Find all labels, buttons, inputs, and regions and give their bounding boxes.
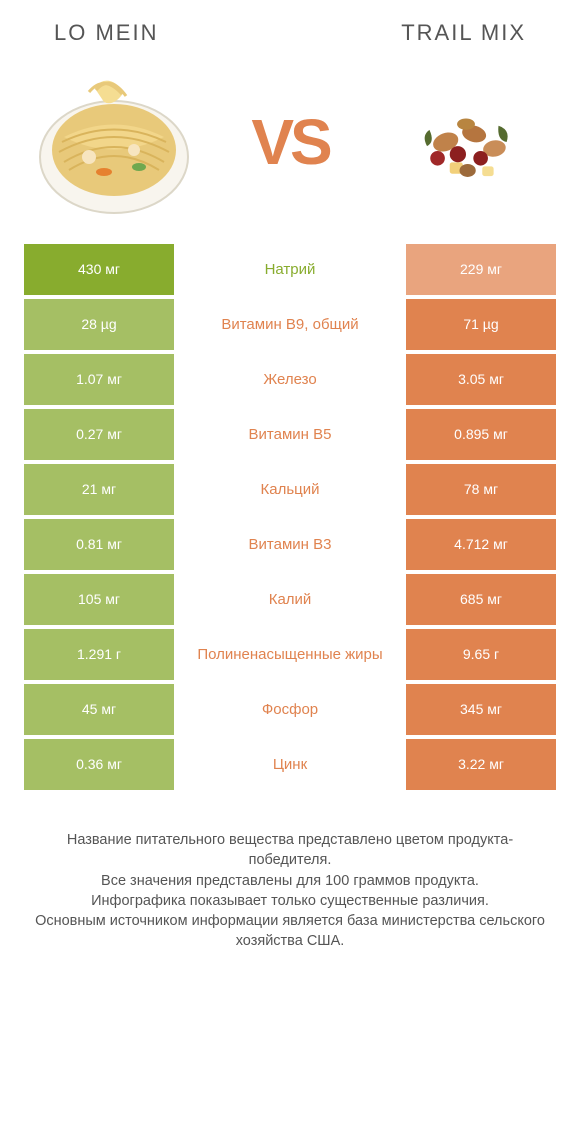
vs-label: VS [251,105,328,179]
footer-line: Инфографика показывает только существенн… [34,891,546,911]
left-value-cell: 28 µg [24,299,174,350]
left-value-cell: 21 мг [24,464,174,515]
table-row: 1.291 гПолиненасыщенные жиры9.65 г [24,629,556,680]
nutrient-label-cell: Полиненасыщенные жиры [178,629,402,680]
right-value-cell: 78 мг [406,464,556,515]
left-value-cell: 0.36 мг [24,739,174,790]
left-value-cell: 45 мг [24,684,174,735]
nutrient-label-cell: Калий [178,574,402,625]
footer-line: Название питательного вещества представл… [34,830,546,871]
right-value-cell: 4.712 мг [406,519,556,570]
nutrient-label-cell: Натрий [178,244,402,295]
right-value-cell: 345 мг [406,684,556,735]
table-row: 1.07 мгЖелезо3.05 мг [24,354,556,405]
left-value-cell: 1.07 мг [24,354,174,405]
right-value-cell: 3.05 мг [406,354,556,405]
table-row: 105 мгКалий685 мг [24,574,556,625]
left-food-image [34,62,194,222]
right-value-cell: 0.895 мг [406,409,556,460]
left-value-cell: 430 мг [24,244,174,295]
left-value-cell: 0.81 мг [24,519,174,570]
right-value-cell: 229 мг [406,244,556,295]
right-value-cell: 3.22 мг [406,739,556,790]
right-food-title: TRAIL MIX [401,20,526,46]
table-row: 28 µgВитамин B9, общий71 µg [24,299,556,350]
table-row: 0.36 мгЦинк3.22 мг [24,739,556,790]
nutrient-label-cell: Витамин B3 [178,519,402,570]
right-value-cell: 9.65 г [406,629,556,680]
nutrient-label-cell: Цинк [178,739,402,790]
table-row: 45 мгФосфор345 мг [24,684,556,735]
footer-notes: Название питательного вещества представл… [24,830,556,952]
comparison-table: 430 мгНатрий229 мг28 µgВитамин B9, общий… [24,244,556,790]
images-row: VS [24,62,556,222]
left-value-cell: 105 мг [24,574,174,625]
right-value-cell: 685 мг [406,574,556,625]
right-value-cell: 71 µg [406,299,556,350]
nutrient-label-cell: Железо [178,354,402,405]
table-row: 21 мгКальций78 мг [24,464,556,515]
nutrient-label-cell: Витамин B9, общий [178,299,402,350]
nutrient-label-cell: Витамин B5 [178,409,402,460]
right-food-image [386,62,546,222]
table-row: 0.27 мгВитамин B50.895 мг [24,409,556,460]
nutrient-label-cell: Кальций [178,464,402,515]
left-food-title: LO MEIN [54,20,158,46]
table-row: 430 мгНатрий229 мг [24,244,556,295]
header: LO MEIN TRAIL MIX [24,20,556,46]
infographic-container: LO MEIN TRAIL MIX VS [0,0,580,972]
left-value-cell: 0.27 мг [24,409,174,460]
footer-line: Основным источником информации является … [34,911,546,952]
footer-line: Все значения представлены для 100 граммо… [34,871,546,891]
nutrient-label-cell: Фосфор [178,684,402,735]
table-row: 0.81 мгВитамин B34.712 мг [24,519,556,570]
left-value-cell: 1.291 г [24,629,174,680]
